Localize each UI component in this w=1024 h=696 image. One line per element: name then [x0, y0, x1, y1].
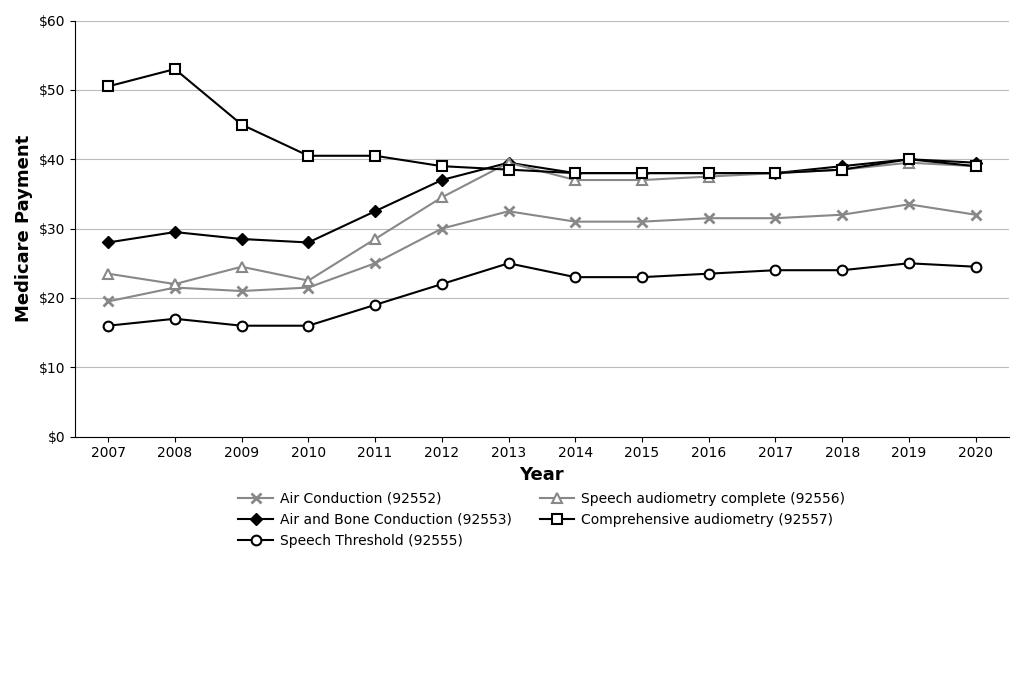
X-axis label: Year: Year	[519, 466, 564, 484]
Speech audiometry complete (92556)	[102, 269, 115, 278]
Air Conduction (92552)	[236, 287, 248, 295]
Comprehensive audiometry (92557)	[236, 120, 248, 129]
Speech audiometry complete (92556)	[970, 162, 982, 171]
Speech Threshold (92555)	[369, 301, 381, 309]
Air and Bone Conduction (92553)	[836, 162, 848, 171]
Air and Bone Conduction (92553)	[903, 155, 915, 164]
Air Conduction (92552)	[903, 200, 915, 209]
Air Conduction (92552)	[435, 224, 447, 232]
Air Conduction (92552)	[102, 297, 115, 306]
Air Conduction (92552)	[302, 283, 314, 292]
Speech audiometry complete (92556)	[503, 159, 515, 167]
Air and Bone Conduction (92553)	[435, 176, 447, 184]
Air and Bone Conduction (92553)	[970, 159, 982, 167]
Speech Threshold (92555)	[435, 280, 447, 288]
Air and Bone Conduction (92553)	[769, 169, 781, 177]
Line: Speech Threshold (92555): Speech Threshold (92555)	[103, 258, 981, 331]
Air Conduction (92552)	[702, 214, 715, 222]
Speech Threshold (92555)	[102, 322, 115, 330]
Speech audiometry complete (92556)	[769, 169, 781, 177]
Comprehensive audiometry (92557)	[435, 162, 447, 171]
Line: Air Conduction (92552): Air Conduction (92552)	[103, 200, 981, 306]
Air Conduction (92552)	[369, 259, 381, 267]
Air and Bone Conduction (92553)	[102, 238, 115, 246]
Comprehensive audiometry (92557)	[903, 155, 915, 164]
Comprehensive audiometry (92557)	[636, 169, 648, 177]
Speech audiometry complete (92556)	[636, 176, 648, 184]
Air Conduction (92552)	[836, 211, 848, 219]
Air Conduction (92552)	[636, 217, 648, 226]
Speech Threshold (92555)	[702, 269, 715, 278]
Speech audiometry complete (92556)	[236, 262, 248, 271]
Speech Threshold (92555)	[836, 266, 848, 274]
Comprehensive audiometry (92557)	[836, 166, 848, 174]
Air Conduction (92552)	[970, 211, 982, 219]
Comprehensive audiometry (92557)	[503, 166, 515, 174]
Speech audiometry complete (92556)	[169, 280, 181, 288]
Air Conduction (92552)	[769, 214, 781, 222]
Air and Bone Conduction (92553)	[169, 228, 181, 236]
Air and Bone Conduction (92553)	[302, 238, 314, 246]
Speech Threshold (92555)	[302, 322, 314, 330]
Y-axis label: Medicare Payment: Medicare Payment	[15, 135, 33, 322]
Air and Bone Conduction (92553)	[569, 169, 582, 177]
Line: Air and Bone Conduction (92553): Air and Bone Conduction (92553)	[104, 155, 980, 246]
Speech Threshold (92555)	[569, 273, 582, 281]
Air and Bone Conduction (92553)	[236, 235, 248, 243]
Comprehensive audiometry (92557)	[569, 169, 582, 177]
Legend: Air Conduction (92552), Air and Bone Conduction (92553), Speech Threshold (92555: Air Conduction (92552), Air and Bone Con…	[231, 485, 852, 555]
Speech Threshold (92555)	[970, 262, 982, 271]
Comprehensive audiometry (92557)	[970, 162, 982, 171]
Speech Threshold (92555)	[169, 315, 181, 323]
Comprehensive audiometry (92557)	[102, 82, 115, 90]
Air and Bone Conduction (92553)	[503, 159, 515, 167]
Comprehensive audiometry (92557)	[769, 169, 781, 177]
Air and Bone Conduction (92553)	[636, 169, 648, 177]
Speech audiometry complete (92556)	[903, 159, 915, 167]
Line: Speech audiometry complete (92556): Speech audiometry complete (92556)	[103, 158, 981, 289]
Speech Threshold (92555)	[503, 259, 515, 267]
Speech Threshold (92555)	[903, 259, 915, 267]
Speech Threshold (92555)	[236, 322, 248, 330]
Speech audiometry complete (92556)	[302, 276, 314, 285]
Comprehensive audiometry (92557)	[369, 152, 381, 160]
Speech Threshold (92555)	[769, 266, 781, 274]
Air and Bone Conduction (92553)	[702, 169, 715, 177]
Comprehensive audiometry (92557)	[169, 65, 181, 73]
Air Conduction (92552)	[569, 217, 582, 226]
Speech audiometry complete (92556)	[369, 235, 381, 243]
Air and Bone Conduction (92553)	[369, 207, 381, 216]
Speech Threshold (92555)	[636, 273, 648, 281]
Comprehensive audiometry (92557)	[702, 169, 715, 177]
Air Conduction (92552)	[169, 283, 181, 292]
Comprehensive audiometry (92557)	[302, 152, 314, 160]
Speech audiometry complete (92556)	[435, 193, 447, 202]
Air Conduction (92552)	[503, 207, 515, 216]
Speech audiometry complete (92556)	[836, 166, 848, 174]
Speech audiometry complete (92556)	[702, 173, 715, 181]
Speech audiometry complete (92556)	[569, 176, 582, 184]
Line: Comprehensive audiometry (92557): Comprehensive audiometry (92557)	[103, 64, 981, 178]
